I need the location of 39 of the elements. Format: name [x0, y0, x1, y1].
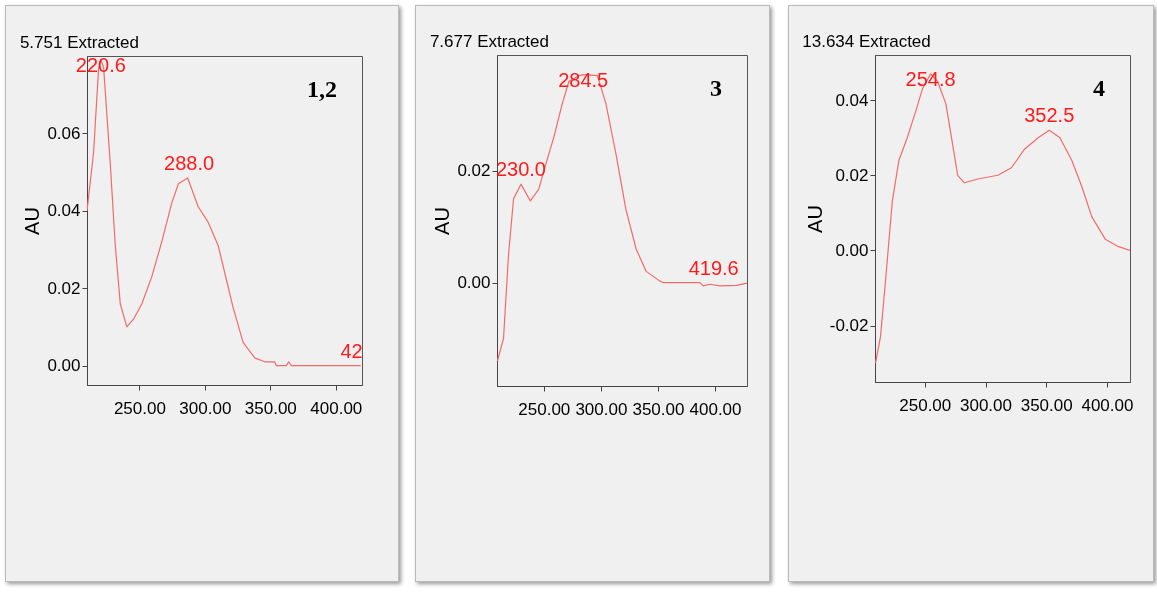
x-tick-label: 350.00 — [244, 398, 297, 418]
x-tick-label: 400.00 — [689, 399, 742, 419]
line-series — [497, 73, 747, 362]
x-tick-label: 350.00 — [632, 399, 685, 419]
y-tick-label: 0.02 — [47, 278, 81, 298]
y-tick-label: 0.02 — [835, 165, 869, 185]
annotation: 4 — [1093, 75, 1105, 101]
x-tick-label: 300.00 — [179, 398, 232, 418]
y-tick-label: 0.04 — [47, 201, 81, 221]
line-series — [875, 73, 1130, 364]
annotation: 284.5 — [558, 68, 609, 91]
y-tick-label: 0.06 — [47, 123, 81, 143]
annotation: 352.5 — [1024, 104, 1075, 127]
x-tick-label: 350.00 — [1020, 395, 1073, 415]
x-tick-label: 250.00 — [113, 398, 166, 418]
annotation: 1,2 — [307, 76, 337, 102]
x-tick-label: 300.00 — [960, 395, 1012, 415]
annotation: 254.8 — [905, 67, 956, 90]
annotation: 288.0 — [164, 151, 215, 174]
y-tick-label: 0.02 — [457, 161, 491, 181]
x-tick-label: 250.00 — [518, 399, 571, 419]
y-axis-title: AU — [803, 205, 826, 233]
chart-title: 13.634 Extracted — [802, 32, 931, 51]
chart-title: 7.677 Extracted — [429, 32, 549, 51]
annotation: 3 — [710, 75, 722, 101]
x-tick-label: 400.00 — [310, 398, 363, 418]
chart-title: 5.751 Extracted — [19, 32, 139, 52]
x-tick-label: 400.00 — [1081, 395, 1134, 415]
x-tick-label: 250.00 — [899, 395, 952, 415]
annotation: 419.6 — [688, 256, 739, 279]
y-tick-label: 0.04 — [835, 90, 869, 110]
y-axis-title: AU — [431, 207, 454, 235]
y-tick-label: 0.00 — [457, 273, 491, 293]
y-axis-title: AU — [21, 207, 44, 235]
x-tick-label: 300.00 — [575, 399, 628, 419]
y-tick-label: 0.00 — [835, 240, 869, 260]
y-tick-label: 0.00 — [47, 356, 81, 376]
y-tick-label: -0.02 — [829, 316, 869, 336]
annotation: 42 — [340, 339, 363, 362]
